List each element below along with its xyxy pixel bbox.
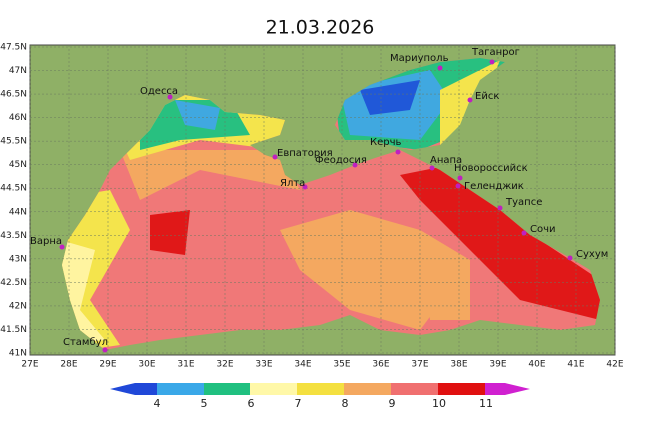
lat-label: 46.5N <box>0 90 27 100</box>
lat-label: 45.5N <box>0 137 27 147</box>
city-label: Анапа <box>430 155 462 166</box>
city-dot <box>167 94 173 100</box>
lat-label: 45N <box>9 160 27 170</box>
city-dot <box>437 65 443 71</box>
lon-label: 30E <box>138 360 155 370</box>
city-label: Ейск <box>475 91 499 102</box>
city-label: Мариуполь <box>390 53 449 64</box>
lat-label: 42.5N <box>0 278 27 288</box>
colorbar-swatch <box>250 383 297 395</box>
city-label: Геленджик <box>464 181 524 192</box>
colorbar-swatch <box>297 383 344 395</box>
city-label: Ялта <box>280 178 305 189</box>
city-dot <box>59 244 65 250</box>
city-label: Таганрог <box>471 47 520 58</box>
lat-label: 46N <box>9 113 27 123</box>
colorbar-swatch <box>344 383 391 395</box>
city-label: Евпатория <box>277 148 333 159</box>
lon-label: 36E <box>372 360 389 370</box>
city-dot <box>521 230 527 236</box>
city-dot <box>302 184 308 190</box>
colorbar-label: 10 <box>432 397 446 410</box>
city-dot <box>272 154 278 160</box>
lon-label: 34E <box>294 360 311 370</box>
lat-label: 43.5N <box>0 231 27 241</box>
lon-label: 39E <box>489 360 506 370</box>
city-dot <box>395 149 401 155</box>
colorbar-label: 9 <box>389 397 396 410</box>
lat-label: 47N <box>9 66 27 76</box>
lon-label: 32E <box>216 360 233 370</box>
city-dot <box>497 205 503 211</box>
lon-label: 33E <box>255 360 272 370</box>
lon-label: 31E <box>177 360 194 370</box>
city-label: Стамбул <box>63 337 108 348</box>
colorbar-low <box>110 383 135 395</box>
city-label: Керчь <box>370 137 402 148</box>
colorbar: 4 5 6 7 8 9 10 11 <box>110 383 530 410</box>
graticule: 27E 28E 29E 30E 31E 32E 33E 34E 35E 36E 37E 38E 39E 4… <box>0 43 624 370</box>
city-label: Сочи <box>530 224 556 235</box>
lon-label: 35E <box>333 360 350 370</box>
colorbar-swatch <box>485 383 505 395</box>
lat-label: 43N <box>9 254 27 264</box>
city-label: Туапсе <box>505 197 542 208</box>
city-dot <box>429 165 435 171</box>
city-dot <box>352 162 358 168</box>
lon-label: 42E <box>606 360 623 370</box>
colorbar-swatch <box>135 383 157 395</box>
lat-label: 42N <box>9 301 27 311</box>
colorbar-swatch <box>204 383 250 395</box>
colorbar-high <box>505 383 530 395</box>
city-dot <box>489 59 495 65</box>
city-dot <box>457 175 463 181</box>
city-dot <box>467 97 473 103</box>
lon-label: 38E <box>450 360 467 370</box>
lat-label: 44N <box>9 207 27 217</box>
lon-label: 27E <box>21 360 38 370</box>
colorbar-label: 8 <box>342 397 349 410</box>
lat-label: 41.5N <box>0 325 27 335</box>
city-label: Одесса <box>140 86 178 97</box>
colorbar-label: 4 <box>154 397 161 410</box>
lon-label: 40E <box>528 360 545 370</box>
city-dot <box>102 347 108 353</box>
colorbar-swatch <box>438 383 485 395</box>
lon-label: 37E <box>411 360 428 370</box>
colorbar-swatch <box>391 383 438 395</box>
colorbar-label: 11 <box>479 397 493 410</box>
map-title: 21.03.2026 <box>266 17 375 39</box>
lon-label: 41E <box>567 360 584 370</box>
colorbar-label: 6 <box>248 397 255 410</box>
colorbar-label: 7 <box>295 397 302 410</box>
city-label: Новороссийск <box>454 163 528 174</box>
lat-label: 47.5N <box>0 43 27 53</box>
lat-label: 41N <box>9 349 27 359</box>
colorbar-label: 5 <box>201 397 208 410</box>
city-label: Феодосия <box>315 155 367 166</box>
city-dot <box>455 183 461 189</box>
lon-label: 29E <box>99 360 116 370</box>
city-labels: Одесса Мариуполь Таганрог Ейск ЕвпаторияФеод… <box>30 47 608 353</box>
city-label: Варна <box>30 236 62 247</box>
lon-label: 28E <box>60 360 77 370</box>
city-label: Сухум <box>576 249 608 260</box>
lat-label: 44.5N <box>0 184 27 194</box>
city-dot <box>567 255 573 261</box>
colorbar-swatch <box>157 383 204 395</box>
